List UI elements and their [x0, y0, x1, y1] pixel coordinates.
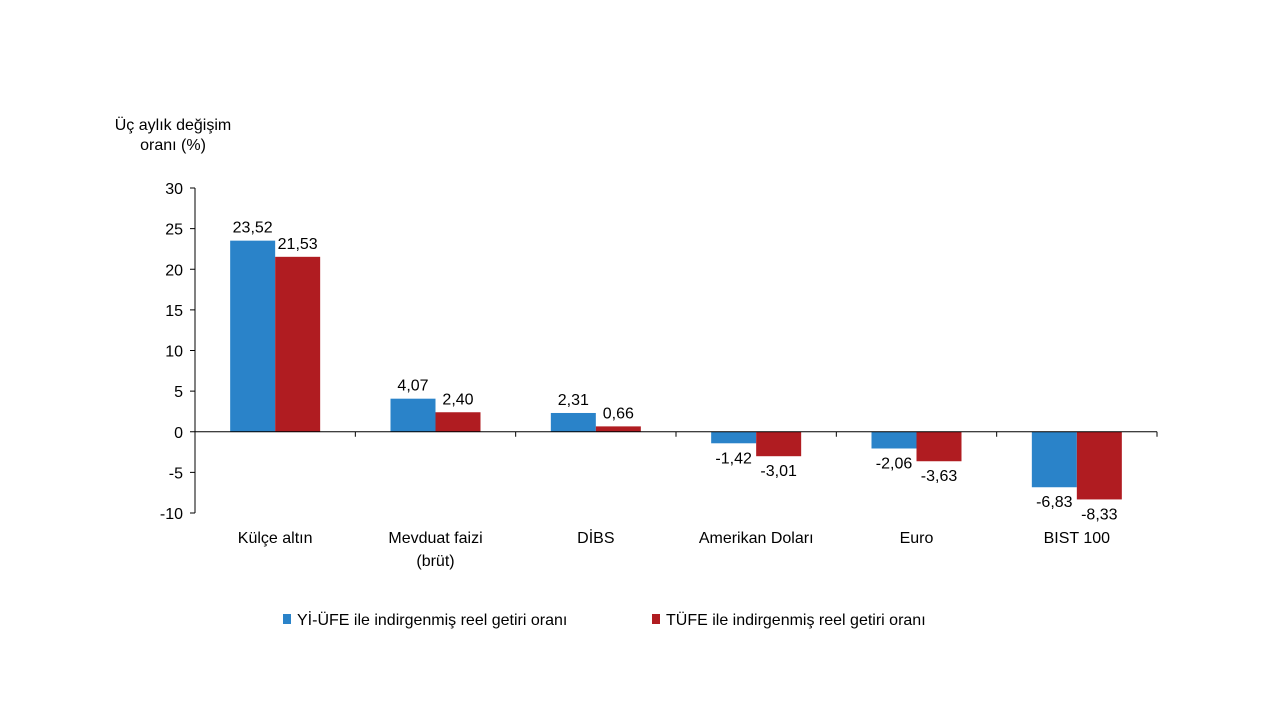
x-category-label: Mevduat faizi: [388, 530, 482, 547]
data-label: 4,07: [397, 378, 428, 395]
bar-series-1: [230, 240, 276, 432]
data-label: -3,01: [760, 463, 797, 480]
bar-series-1: [711, 431, 757, 444]
y-tick-label: 15: [165, 303, 183, 320]
bar-series-1: [871, 431, 917, 449]
bar-series-1: [390, 398, 436, 432]
data-label: 2,31: [558, 392, 589, 409]
y-tick-label: -5: [169, 465, 183, 482]
y-axis: 30 25 20 15 10 5 0 -5 -10: [160, 181, 196, 523]
bar-series-2: [1076, 431, 1122, 500]
data-label: 21,53: [278, 236, 318, 253]
data-label: -2,06: [876, 455, 913, 472]
legend-label: Yİ-ÜFE ile indirgenmiş reel getiri oranı: [297, 610, 567, 629]
data-label: 2,40: [442, 391, 473, 408]
x-category-label: Amerikan Doları: [699, 530, 814, 547]
data-label: -6,83: [1036, 494, 1073, 511]
data-label: -8,33: [1081, 506, 1118, 523]
data-label: -1,42: [715, 450, 752, 467]
legend-label: TÜFE ile indirgenmiş reel getiri oranı: [666, 611, 926, 629]
bar-series-2: [756, 431, 802, 457]
y-tick-label: 0: [174, 425, 183, 442]
data-label: 23,52: [233, 220, 273, 237]
x-category-label: BIST 100: [1044, 530, 1111, 547]
data-label: -3,63: [921, 468, 958, 485]
x-category-label: DİBS: [577, 528, 614, 547]
bar-series-1: [550, 412, 596, 432]
y-tick-label: 25: [165, 222, 183, 239]
y-tick-label: 20: [165, 262, 183, 279]
bar-series-2: [275, 256, 321, 432]
bar-series-2: [916, 431, 962, 462]
y-tick-label: 10: [165, 344, 183, 361]
y-axis-label-line: Üç aylık değişim: [115, 116, 231, 134]
data-labels: 23,52 4,07 2,31 -1,42 -2,06 -6,83 21,53 2,40 0,6…: [233, 220, 1118, 524]
x-category-label: Euro: [900, 530, 934, 547]
x-category-label: Külçe altın: [238, 530, 313, 547]
bar-series-2: [435, 412, 481, 432]
legend: Yİ-ÜFE ile indirgenmiş reel getiri oranı…: [283, 610, 926, 629]
bar-series-2: [595, 426, 641, 432]
x-axis: Külçe altın Mevduat faizi (brüt) DİBS Amerik…: [195, 431, 1158, 570]
y-tick-label: 5: [174, 384, 183, 401]
y-tick-label: -10: [160, 506, 183, 523]
data-label: 0,66: [603, 405, 634, 422]
legend-swatch: [652, 614, 660, 624]
y-tick-label: 30: [165, 181, 183, 198]
y-axis-label: Üç aylık değişim oranı (%): [115, 116, 231, 154]
legend-swatch: [283, 614, 291, 624]
bars: [230, 240, 1122, 500]
x-category-label: (brüt): [416, 553, 454, 570]
bar-series-1: [1031, 431, 1077, 488]
y-axis-label-line: oranı (%): [140, 137, 206, 154]
